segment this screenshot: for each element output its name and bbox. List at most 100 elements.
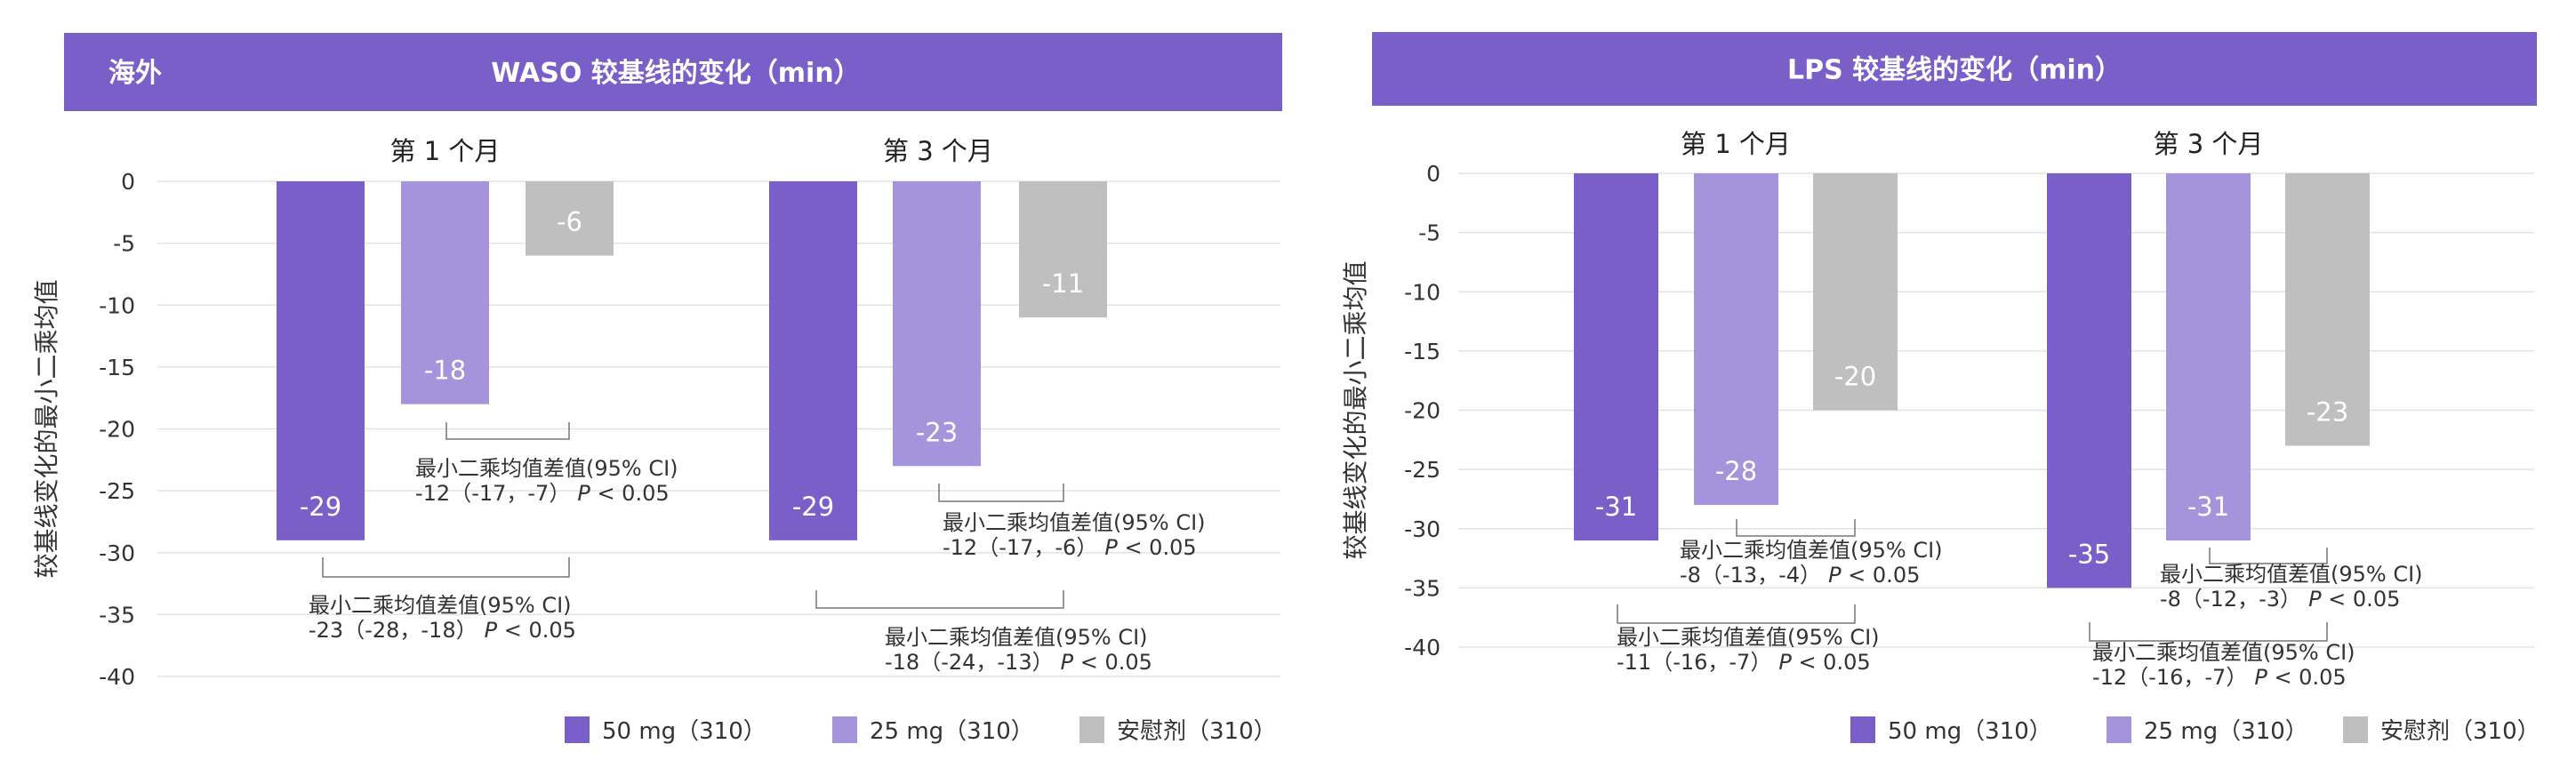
p-value: < 0.05 [1118,535,1197,560]
bar [401,181,489,404]
bar [277,181,365,540]
category-label: 第 3 个月 [883,136,993,166]
comparison-bracket [815,590,1064,609]
estimate-ci: -8（-12，-3） [2160,587,2301,612]
bar-value-label: -23 [2307,396,2348,427]
comparison-estimate: -12（-16，-7） P < 0.05 [2092,665,2347,690]
comparison-bracket [322,557,570,578]
waso-chart: 海外 WASO 较基线的变化（min） 0 -5 -10 -15 -20 -25 -30 -35 -… [32,33,1282,745]
p-symbol: P [1828,563,1842,588]
legend-label: 50 mg（310） [1888,718,2052,745]
legend-label: 50 mg（310） [602,718,766,745]
p-value: < 0.05 [590,481,670,506]
bar-value-label: -23 [916,417,958,447]
y-tick-label: -10 [99,292,135,318]
comparison-label: 最小二乘均值差值(95% CI) [1617,625,1880,650]
estimate-ci: -12（-16，-7） [2092,665,2247,690]
y-tick-label: -30 [1404,516,1440,542]
bar-value-label: -35 [2068,539,2110,569]
estimate-ci: -12（-17，-6） [943,535,1097,560]
p-symbol: P [1778,650,1792,675]
bar [2285,173,2370,446]
y-tick-label: -20 [99,417,135,443]
comparison-label: 最小二乘均值差值(95% CI) [415,456,678,481]
p-value: < 0.05 [2267,665,2347,690]
comparison-bracket [2209,548,2328,564]
p-symbol: P [2308,587,2322,612]
y-tick-label: -10 [1404,279,1440,305]
legend-swatch [2107,716,2131,743]
bar [2047,173,2131,588]
p-symbol: P [1061,650,1074,675]
p-value: < 0.05 [1073,650,1152,675]
bar [1019,181,1107,318]
legend-label: 安慰剂（310） [2380,718,2540,745]
legend-swatch [1850,716,1875,743]
lps-chart: LPS 较基线的变化（min） 0 -5 -10 -15 -20 -25 -30 -35 -40 较… [1341,32,2540,745]
comparison-estimate: -8（-13，-4） P < 0.05 [1680,563,1920,588]
chart-header-bar [1372,32,2537,106]
comparison-bracket [2089,622,2328,642]
bar-value-label: -11 [1042,268,1084,299]
p-value: < 0.05 [2322,587,2401,612]
chart-title: WASO 较基线的变化（min） [491,58,860,89]
region-tag: 海外 [108,58,162,89]
y-axis-title: 较基线变化的最小二乘均值 [32,279,61,578]
p-value: < 0.05 [1842,563,1921,588]
chart-title: LPS 较基线的变化（min） [1787,55,2122,86]
comparison-label: 最小二乘均值差值(95% CI) [1680,538,1943,563]
p-value: < 0.05 [497,618,576,643]
y-tick-label: -40 [1404,635,1440,660]
estimate-ci: -18（-24，-13） [885,650,1054,675]
comparison-label: 最小二乘均值差值(95% CI) [2092,640,2355,665]
comparison-estimate: -23（-28，-18） P < 0.05 [309,618,576,643]
estimate-ci: -8（-13，-4） [1680,563,1821,588]
y-tick-label: -35 [1404,575,1440,601]
p-symbol: P [577,481,590,506]
category-label: 第 3 个月 [2154,129,2264,159]
chart-header-bar [64,33,1282,111]
p-value: < 0.05 [1792,650,1871,675]
bar [893,181,981,467]
category-label: 第 1 个月 [390,136,501,166]
legend-label: 安慰剂（310） [1117,718,1277,745]
y-tick-label: 0 [121,169,135,195]
bar [769,181,857,540]
comparison-estimate: -11（-16，-7） P < 0.05 [1617,650,1871,675]
comparison-label: 最小二乘均值差值(95% CI) [885,625,1148,650]
bar-value-label: -6 [557,207,582,237]
y-tick-label: -15 [1404,339,1440,364]
legend-label: 25 mg（310） [870,718,1034,745]
comparison-label: 最小二乘均值差值(95% CI) [2160,562,2423,587]
bar [2166,173,2251,541]
bar-value-label: -18 [424,356,466,386]
comparison-estimate: -8（-12，-3） P < 0.05 [2160,587,2400,612]
y-tick-label: -40 [99,664,135,690]
comparison-estimate: -18（-24，-13） P < 0.05 [885,650,1152,675]
bar [1694,173,1778,506]
legend-swatch [832,716,857,743]
estimate-ci: -23（-28，-18） [309,618,477,643]
comparison-bracket [1617,604,1856,624]
comparison-bracket [1736,519,1856,537]
p-symbol: P [1104,535,1118,560]
estimate-ci: -11（-16，-7） [1617,650,1771,675]
comparison-bracket [938,484,1064,502]
y-tick-label: 0 [1426,161,1440,187]
comparison-estimate: -12（-17，-6） P < 0.05 [943,535,1197,560]
bar-value-label: -20 [1834,362,1876,392]
y-tick-label: -5 [1418,220,1440,246]
p-symbol: P [485,618,498,643]
y-tick-label: -35 [99,602,135,628]
legend-swatch [565,716,590,743]
bar-value-label: -28 [1715,456,1757,486]
y-tick-label: -30 [99,540,135,566]
comparison-label: 最小二乘均值差值(95% CI) [943,510,1206,535]
bar [526,181,614,256]
bar-value-label: -29 [792,492,834,522]
legend-swatch [1079,716,1104,743]
comparison-bracket [445,422,570,440]
legend-swatch [2343,716,2368,743]
comparison-estimate: -12（-17，-7） P < 0.05 [415,481,670,506]
